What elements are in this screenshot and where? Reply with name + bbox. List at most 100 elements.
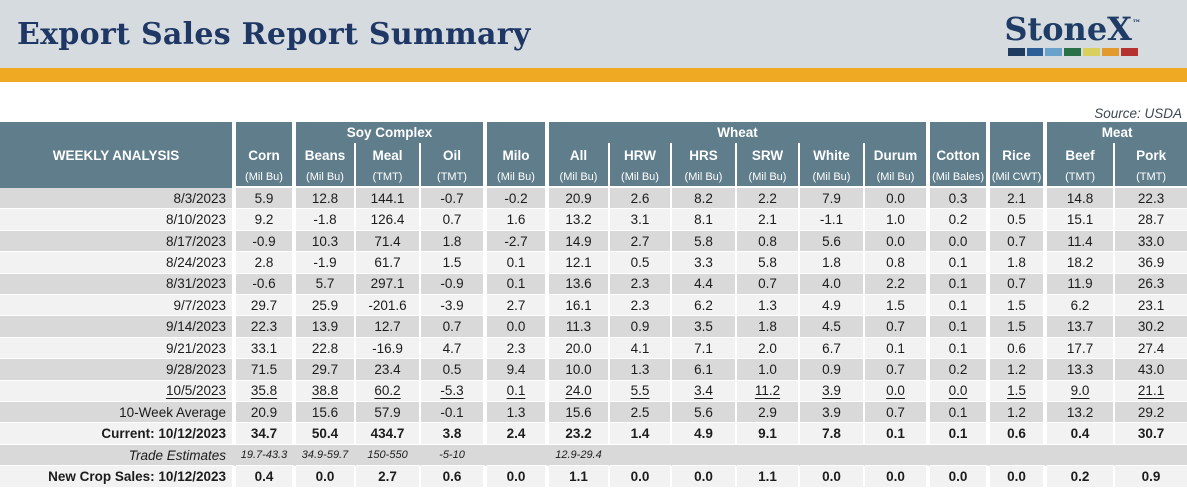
data-cell: 7.1 — [672, 337, 737, 360]
data-cell: 1.5 — [990, 380, 1048, 403]
column-unit: (Mil Bu) — [737, 167, 800, 188]
data-cell: 0.6 — [990, 337, 1048, 360]
data-cell: -0.9 — [421, 273, 487, 296]
data-cell: 22.3 — [236, 316, 296, 338]
row-label: 10/5/2023 — [0, 380, 236, 403]
column-header: SRW — [737, 143, 800, 167]
row-label: 9/21/2023 — [0, 337, 236, 360]
data-cell: 2.1 — [737, 209, 800, 231]
data-cell: 0.6 — [990, 423, 1048, 445]
data-cell: 3.5 — [672, 316, 737, 338]
data-cell: 0.7 — [421, 209, 487, 231]
data-cell: 16.1 — [549, 295, 610, 317]
column-unit: (Mil Bu) — [800, 167, 865, 188]
data-cell: 8.2 — [672, 188, 737, 210]
page-title: Export Sales Report Summary — [17, 16, 531, 52]
data-cell: 0.4 — [236, 466, 296, 488]
table-row: 9/28/2023 71.5 29.7 23.4 0.5 9.4 10.0 1.3 6.1 1.0… — [0, 359, 1187, 381]
data-cell: 0.1 — [865, 423, 931, 445]
data-cell: 7.8 — [800, 423, 865, 445]
data-cell: 7.9 — [800, 188, 865, 210]
table-row: 8/3/2023 5.9 12.8 144.1 -0.7 -0.2 20.9 2.6 8.2 2.… — [0, 188, 1187, 210]
data-cell: 0.0 — [930, 466, 991, 488]
data-cell: 24.0 — [549, 380, 610, 403]
data-cell — [1047, 444, 1116, 467]
data-cell: 2.2 — [865, 273, 931, 296]
table-row: Current: 10/12/2023 34.7 50.4 434.7 3.8 2.4 23… — [0, 423, 1187, 445]
data-cell: 0.0 — [296, 466, 356, 488]
column-unit: (TMT) — [356, 167, 421, 188]
data-cell: -2.7 — [487, 230, 549, 253]
data-cell: 4.0 — [800, 273, 865, 296]
data-cell: 71.4 — [356, 230, 421, 253]
data-cell: 1.0 — [865, 209, 931, 231]
data-cell: 0.3 — [930, 188, 991, 210]
column-unit: (Mil Bu) — [296, 167, 356, 188]
data-cell: 3.9 — [800, 402, 865, 424]
data-cell: -1.8 — [296, 209, 356, 231]
column-unit: (Mil CWT) — [990, 167, 1048, 188]
row-label: 9/14/2023 — [0, 316, 236, 338]
data-cell: 25.9 — [296, 295, 356, 317]
data-cell: 0.5 — [990, 209, 1048, 231]
table-row: 8/31/2023 -0.6 5.7 297.1 -0.9 0.1 13.6 2.3 4.4 0.… — [0, 273, 1187, 296]
data-cell: 9.1 — [737, 423, 800, 445]
data-cell: 0.1 — [930, 423, 991, 445]
data-cell: -5.3 — [421, 380, 487, 403]
data-cell: 13.3 — [1047, 359, 1116, 381]
data-cell: 34.7 — [236, 423, 296, 445]
data-cell: 29.2 — [1115, 402, 1187, 424]
column-header: Rice — [990, 143, 1048, 167]
data-cell: 1.5 — [865, 295, 931, 317]
column-header: HRW — [610, 143, 672, 167]
data-cell — [610, 444, 672, 467]
data-cell: 6.2 — [1047, 295, 1116, 317]
table-row: 9/7/2023 29.7 25.9 -201.6 -3.9 2.7 16.1 2.3 6.2 1… — [0, 295, 1187, 317]
data-cell: 0.7 — [737, 273, 800, 296]
data-cell: 15.6 — [296, 402, 356, 424]
accent-bar — [0, 68, 1187, 82]
stonex-logo: StoneX™ — [1004, 13, 1141, 56]
data-cell: 1.8 — [800, 252, 865, 274]
table-body: 8/3/2023 5.9 12.8 144.1 -0.7 -0.2 20.9 2.6 8.2 2.… — [0, 188, 1187, 488]
data-cell: 4.1 — [610, 337, 672, 360]
data-cell: 1.3 — [487, 402, 549, 424]
logo-color-segment — [1101, 47, 1119, 56]
data-cell: 0.2 — [930, 359, 991, 381]
data-cell: -201.6 — [356, 295, 421, 317]
row-label: 9/7/2023 — [0, 295, 236, 317]
group-header-spacer — [990, 122, 1048, 143]
data-cell: -1.9 — [296, 252, 356, 274]
data-cell: 1.5 — [421, 252, 487, 274]
data-cell: 0.0 — [487, 316, 549, 338]
group-header: Wheat — [549, 122, 931, 143]
data-cell: 3.1 — [610, 209, 672, 231]
data-cell: 0.1 — [487, 273, 549, 296]
data-cell: 0.0 — [865, 188, 931, 210]
data-cell: 1.8 — [990, 252, 1048, 274]
data-cell: 1.5 — [990, 295, 1048, 317]
report-banner: Export Sales Report Summary StoneX™ — [0, 0, 1187, 68]
data-cell: 11.2 — [737, 380, 800, 403]
column-header: All — [549, 143, 610, 167]
data-cell: 2.3 — [487, 337, 549, 360]
row-label: New Crop Sales: 10/12/2023 — [0, 466, 236, 488]
data-cell: 0.9 — [610, 316, 672, 338]
trademark-symbol: ™ — [1132, 18, 1141, 29]
data-cell: 29.7 — [296, 359, 356, 381]
data-cell: 5.7 — [296, 273, 356, 296]
data-cell: 28.7 — [1115, 209, 1187, 231]
data-cell — [672, 444, 737, 467]
data-cell: 0.0 — [990, 466, 1048, 488]
data-cell: 3.4 — [672, 380, 737, 403]
data-cell: -0.9 — [236, 230, 296, 253]
data-cell: 0.0 — [487, 466, 549, 488]
data-cell: 5.8 — [672, 230, 737, 253]
column-header: Corn — [236, 143, 296, 167]
data-cell: 5.5 — [610, 380, 672, 403]
data-cell: 9.2 — [236, 209, 296, 231]
data-cell — [930, 444, 991, 467]
data-cell: 150-550 — [356, 444, 421, 467]
source-row: Source: USDA — [0, 82, 1187, 122]
